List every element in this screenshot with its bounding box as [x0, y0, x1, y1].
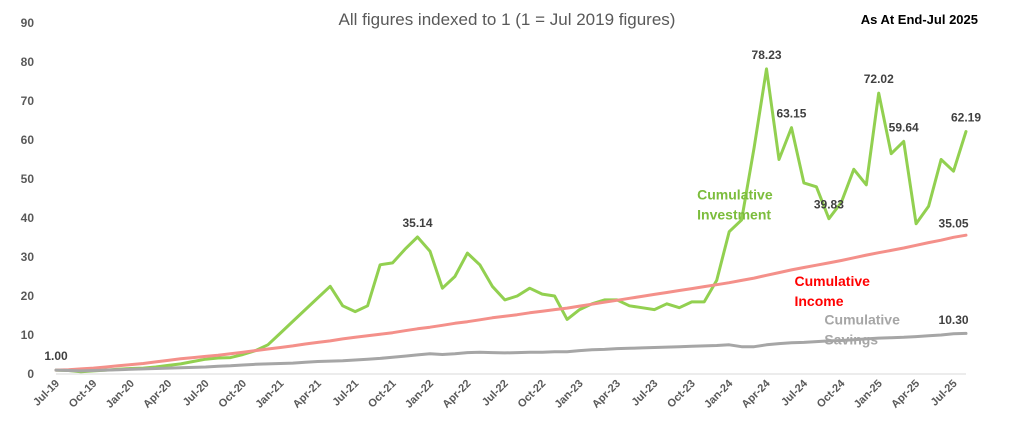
y-tick-label: 30 — [21, 250, 35, 264]
x-tick-label: Apr-22 — [440, 378, 473, 411]
x-axis: Jul-19 Oct-19 Jan-20 Apr-20 Jul-20 Oct-20 Jan-… — [31, 373, 966, 411]
y-tick-label: 20 — [21, 289, 35, 303]
x-tick-label: Jul-25 — [929, 378, 960, 409]
series-name-label: Savings — [824, 332, 878, 348]
x-tick-label: Jan-21 — [253, 378, 286, 411]
y-tick-label: 80 — [21, 55, 35, 69]
y-tick-label: 0 — [27, 367, 34, 381]
series-name-label: Cumulative — [794, 273, 870, 289]
y-tick-label: 10 — [21, 328, 35, 342]
data-label: 35.14 — [402, 216, 432, 230]
x-tick-label: Jul-24 — [779, 377, 811, 409]
series-name-labels: Cumulative Investment Cumulative Income Cumu… — [697, 187, 900, 348]
series-line-cumulative-income — [54, 233, 968, 372]
y-tick-label: 50 — [21, 172, 35, 186]
series-name-label: Investment — [697, 207, 771, 223]
data-label: 59.64 — [889, 120, 919, 134]
data-labels: 1.00 35.14 78.23 63.15 39.83 72.02 59.64 62.19 3… — [44, 48, 981, 363]
x-tick-label: Jan-20 — [104, 378, 137, 411]
x-tick-label: Jul-23 — [630, 378, 661, 409]
data-label: 1.00 — [44, 349, 68, 363]
x-tick-label: Oct-20 — [216, 378, 249, 411]
y-tick-label: 90 — [21, 16, 35, 30]
data-label: 63.15 — [776, 107, 806, 121]
x-tick-label: Apr-23 — [590, 378, 623, 411]
x-tick-label: Oct-23 — [665, 378, 698, 411]
x-tick-label: Apr-25 — [889, 378, 922, 411]
x-tick-label: Oct-19 — [67, 378, 100, 411]
data-label: 78.23 — [752, 48, 782, 62]
chart-title: All figures indexed to 1 (1 = Jul 2019 f… — [338, 10, 676, 29]
series-name-label: Income — [794, 293, 843, 309]
x-tick-label: Oct-22 — [516, 378, 549, 411]
x-tick-label: Jul-19 — [31, 378, 62, 409]
data-label: 72.02 — [864, 72, 894, 86]
y-tick-label: 40 — [21, 211, 35, 225]
x-tick-label: Apr-20 — [141, 378, 174, 411]
x-tick-label: Jul-20 — [181, 378, 212, 409]
series-name-label: Cumulative — [824, 312, 900, 328]
x-tick-label: Jul-22 — [480, 378, 511, 409]
x-tick-label: Apr-21 — [291, 378, 324, 411]
y-tick-label: 60 — [21, 133, 35, 147]
series-lines — [54, 67, 968, 374]
x-tick-label: Jan-22 — [403, 378, 436, 411]
x-tick-label: Jan-24 — [702, 377, 736, 411]
x-tick-label: Jul-21 — [330, 378, 361, 409]
series-line-cumulative-investment — [54, 67, 968, 374]
x-tick-label: Apr-24 — [740, 377, 774, 411]
series-line-cumulative-savings — [54, 331, 968, 373]
x-tick-label: Oct-21 — [366, 378, 399, 411]
x-tick-label: Oct-24 — [815, 377, 848, 410]
series-name-label: Cumulative — [697, 187, 773, 203]
data-label: 39.83 — [814, 198, 844, 212]
as-at-note: As At End-Jul 2025 — [860, 12, 978, 27]
data-label: 35.05 — [939, 216, 969, 230]
data-label: 62.19 — [951, 110, 981, 124]
x-tick-label: Jan-25 — [852, 378, 885, 411]
x-tick-label: Jan-23 — [553, 378, 586, 411]
data-label: 10.30 — [939, 313, 969, 327]
y-axis: 0 10 20 30 40 50 60 70 80 90 — [21, 16, 35, 381]
y-tick-label: 70 — [21, 94, 35, 108]
